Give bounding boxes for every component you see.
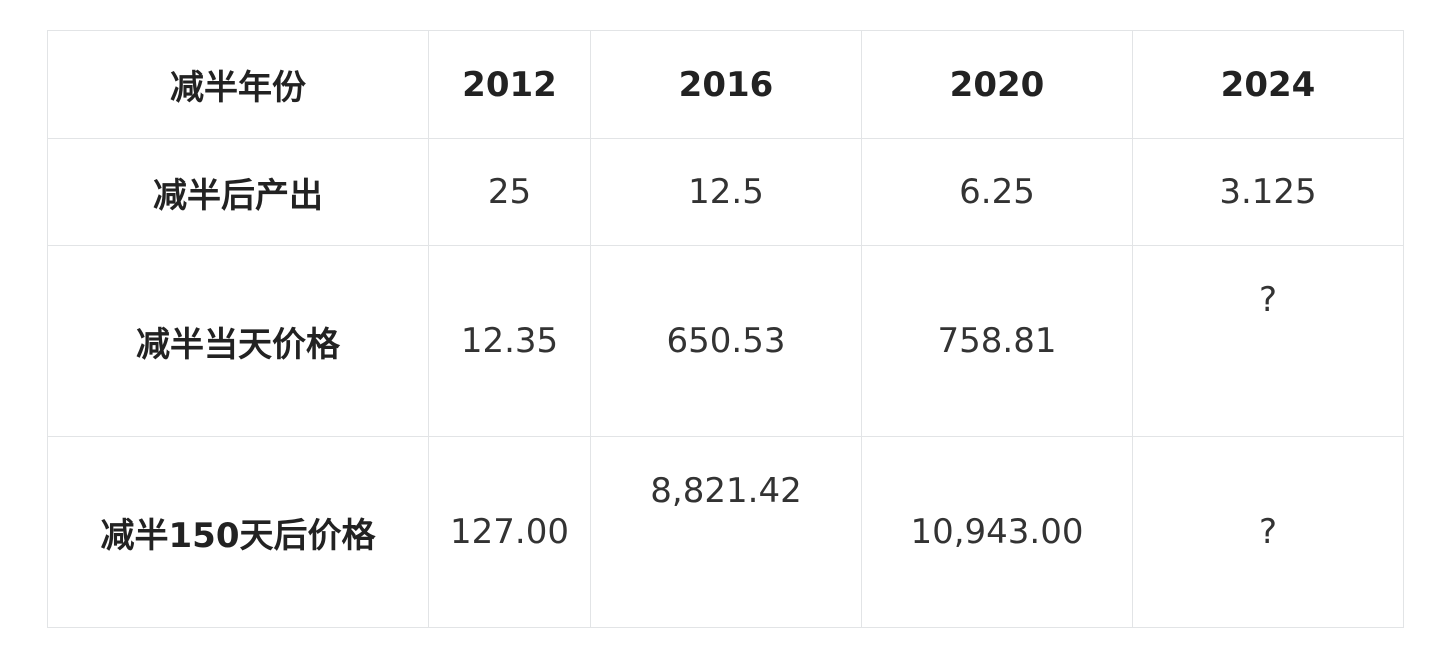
table-cell: 8,821.42 — [590, 436, 862, 628]
header-cell: 2020 — [861, 30, 1133, 139]
table-cell: 758.81 — [861, 245, 1133, 437]
row-header-cell: 减半当天价格 — [47, 245, 429, 437]
header-cell: 2012 — [428, 30, 591, 139]
table-cell: ? — [1132, 245, 1404, 437]
table-cell: 650.53 — [590, 245, 862, 437]
table-cell: ? — [1132, 436, 1404, 628]
header-cell: 减半年份 — [47, 30, 429, 139]
header-cell: 2016 — [590, 30, 862, 139]
table-cell: 12.35 — [428, 245, 591, 437]
table-cell: 25 — [428, 138, 591, 246]
table-cell: 3.125 — [1132, 138, 1404, 246]
table-cell: 6.25 — [861, 138, 1133, 246]
table-cell: 10,943.00 — [861, 436, 1133, 628]
header-row: 减半年份 2012 2016 2020 2024 — [47, 30, 1404, 139]
table-row: 减半150天后价格 127.00 8,821.42 10,943.00? — [47, 436, 1404, 628]
data-table: 减半年份 2012 2016 2020 2024 减半后产出 25 12.5 6.25 3.12… — [47, 30, 1404, 628]
table-cell: 12.5 — [590, 138, 862, 246]
header-cell: 2024 — [1132, 30, 1404, 139]
row-header-cell: 减半后产出 — [47, 138, 429, 246]
table-cell: 127.00 — [428, 436, 591, 628]
table-row: 减半后产出 25 12.5 6.25 3.125 — [47, 138, 1404, 246]
table-row: 减半当天价格 12.35 650.53 758.81? — [47, 245, 1404, 437]
row-header-cell: 减半150天后价格 — [47, 436, 429, 628]
